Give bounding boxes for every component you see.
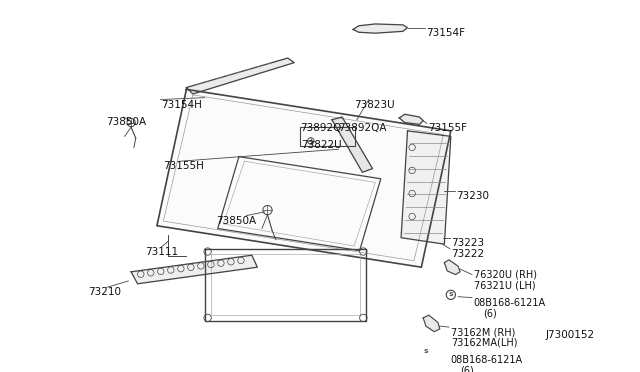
Text: 73823U: 73823U [354,99,395,109]
Text: (6): (6) [460,366,474,372]
Text: 76320U (RH): 76320U (RH) [474,269,537,279]
Polygon shape [131,255,257,284]
Text: 73154F: 73154F [426,28,465,38]
Polygon shape [186,58,294,94]
Text: 73154H: 73154H [161,99,202,109]
Text: 73892QA: 73892QA [339,122,387,132]
Polygon shape [353,24,408,33]
Text: 73850A: 73850A [106,117,147,127]
Text: 73892Q: 73892Q [300,122,341,132]
Polygon shape [444,260,460,275]
Bar [300,127,355,145]
Text: 08B168-6121A: 08B168-6121A [451,355,523,365]
Text: 73222: 73222 [451,249,484,259]
Polygon shape [423,315,440,332]
Text: 73223: 73223 [451,238,484,248]
Text: 73822U: 73822U [301,140,342,150]
Text: 73111: 73111 [145,247,178,257]
Polygon shape [401,131,451,244]
Polygon shape [157,89,451,267]
Text: 73210: 73210 [88,288,121,298]
Text: 08B168-6121A: 08B168-6121A [474,298,546,308]
Text: 76321U (LH): 76321U (LH) [474,280,536,290]
Text: 73162M (RH): 73162M (RH) [451,327,515,337]
Text: 73155H: 73155H [163,161,204,171]
Text: S: S [424,349,428,355]
Polygon shape [332,117,372,172]
Polygon shape [399,114,423,124]
Text: (6): (6) [483,309,497,319]
Text: 73850A: 73850A [216,216,256,225]
Text: 73162MA(LH): 73162MA(LH) [451,337,517,347]
Text: 73155F: 73155F [428,124,467,134]
Text: J7300152: J7300152 [546,330,595,340]
Text: 73230: 73230 [456,191,490,201]
Text: S: S [449,292,453,297]
